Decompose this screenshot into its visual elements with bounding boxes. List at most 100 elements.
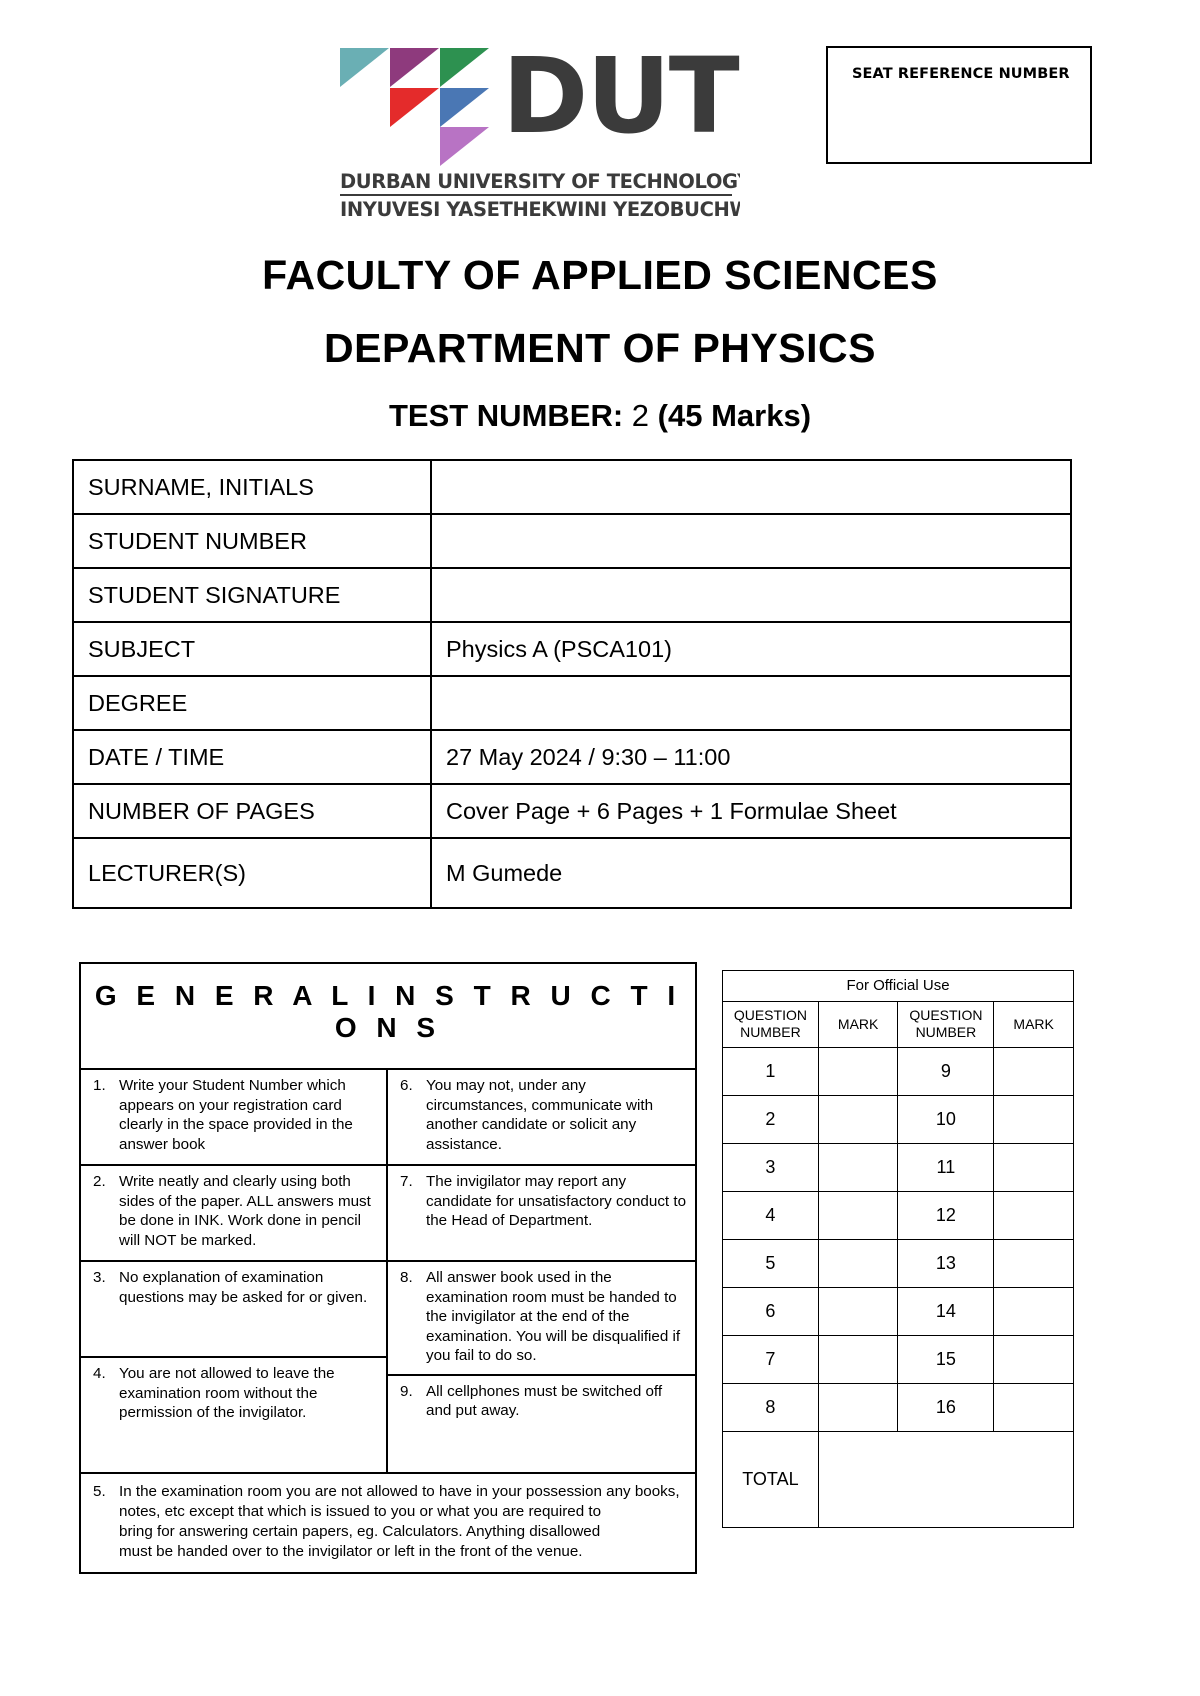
mark-cell[interactable] [817, 1143, 899, 1192]
table-row: LECTURER(S) M Gumede [72, 837, 1072, 909]
general-instructions-title: G E N E R A L I N S T R U C T I O N S [81, 964, 695, 1070]
instruction-text: Write your Student Number which appears … [119, 1077, 353, 1153]
triangle-blue-icon [440, 88, 489, 127]
detail-value-number-of-pages: Cover Page + 6 Pages + 1 Formulae Sheet [430, 783, 1072, 839]
instructions-column-right: 6. You may not, under any circumstances,… [388, 1070, 695, 1472]
mark-cell[interactable] [993, 1239, 1074, 1288]
table-row: 4 12 [722, 1191, 1074, 1240]
instruction-text: You are not allowed to leave the examina… [119, 1365, 335, 1421]
total-label: TOTAL [722, 1431, 819, 1528]
detail-value-student-signature[interactable] [430, 567, 1072, 623]
department-title: DEPARTMENT OF PHYSICS [324, 325, 876, 371]
detail-label-subject: SUBJECT [72, 621, 432, 677]
test-marks-value: (45 Marks) [657, 398, 812, 433]
instruction-text: The invigilator may report any candidate… [426, 1173, 687, 1229]
table-row-total: TOTAL [722, 1431, 1075, 1528]
question-number-cell: 8 [722, 1383, 819, 1432]
mark-cell[interactable] [817, 1287, 899, 1336]
triangle-purple-icon [390, 48, 439, 87]
table-row: STUDENT SIGNATURE [72, 567, 1072, 623]
list-item: 2. Write neatly and clearly using both s… [81, 1166, 386, 1262]
table-row: QUESTION NUMBER MARK QUESTION NUMBER MARK [722, 1001, 1074, 1048]
logo-subtitle-zulu: INYUVESI YASETHEKWINI YEZOBUCHWEPHESHE [340, 198, 740, 221]
table-row: 7 15 [722, 1335, 1074, 1384]
title-block: FACULTY OF APPLIED SCIENCES DEPARTMENT O… [0, 240, 1200, 434]
mark-cell[interactable] [817, 1335, 899, 1384]
instruction-text: All answer book used in the examination … [426, 1269, 681, 1364]
question-number-cell: 14 [897, 1287, 995, 1336]
logo-wordmark: DUT [502, 46, 740, 146]
table-row: NUMBER OF PAGES Cover Page + 6 Pages + 1… [72, 783, 1072, 839]
instruction-number: 5. [93, 1482, 106, 1500]
detail-value-surname[interactable] [430, 459, 1072, 515]
table-row: 3 11 [722, 1143, 1074, 1192]
detail-label-student-signature: STUDENT SIGNATURE [72, 567, 432, 623]
list-item: 1. Write your Student Number which appea… [81, 1070, 386, 1166]
list-item: 7. The invigilator may report any candid… [388, 1166, 695, 1262]
triangle-green-icon [440, 48, 489, 87]
test-number-label: TEST NUMBER: [388, 398, 624, 433]
seat-reference-number-box[interactable]: SEAT REFERENCE NUMBER [826, 46, 1092, 164]
mark-cell[interactable] [993, 1191, 1074, 1240]
mark-cell[interactable] [817, 1383, 899, 1432]
column-header-mark-left: MARK [817, 1001, 899, 1048]
detail-value-student-number[interactable] [430, 513, 1072, 569]
mark-cell[interactable] [817, 1239, 899, 1288]
official-use-table: For Official Use QUESTION NUMBER MARK QUE… [722, 970, 1075, 1528]
detail-label-degree: DEGREE [72, 675, 432, 731]
table-row: 8 16 [722, 1383, 1074, 1432]
mark-cell[interactable] [993, 1287, 1074, 1336]
table-row: SURNAME, INITIALS [72, 459, 1072, 515]
question-number-cell: 12 [897, 1191, 995, 1240]
list-item: 9. All cellphones must be switched off a… [388, 1376, 695, 1472]
table-row: For Official Use [722, 970, 1074, 1002]
triangle-teal-icon [340, 48, 389, 87]
instruction-number: 6. [400, 1077, 413, 1094]
faculty-title: FACULTY OF APPLIED SCIENCES [262, 252, 938, 298]
mark-cell[interactable] [993, 1143, 1074, 1192]
detail-label-student-number: STUDENT NUMBER [72, 513, 432, 569]
instruction-text: Write neatly and clearly using both side… [119, 1173, 371, 1249]
logo-divider [340, 194, 732, 196]
table-row: STUDENT NUMBER [72, 513, 1072, 569]
table-row: 2 10 [722, 1095, 1074, 1144]
list-item: 8. All answer book used in the examinati… [388, 1262, 695, 1376]
logo-triangle-grid [340, 48, 489, 166]
detail-value-degree[interactable] [430, 675, 1072, 731]
instruction-number: 9. [400, 1382, 413, 1400]
question-number-cell: 9 [897, 1047, 995, 1096]
instruction-text: No explanation of examination questions … [119, 1269, 368, 1306]
question-number-cell: 1 [722, 1047, 819, 1096]
question-number-cell: 15 [897, 1335, 995, 1384]
mark-cell[interactable] [993, 1095, 1074, 1144]
logo-top-row: DUT [340, 46, 740, 166]
question-number-cell: 4 [722, 1191, 819, 1240]
detail-label-number-of-pages: NUMBER OF PAGES [72, 783, 432, 839]
question-number-cell: 6 [722, 1287, 819, 1336]
detail-value-subject: Physics A (PSCA101) [430, 621, 1072, 677]
table-row: 5 13 [722, 1239, 1074, 1288]
instruction-text: All cellphones must be switched off and … [426, 1382, 663, 1420]
instructions-column-left: 1. Write your Student Number which appea… [81, 1070, 388, 1472]
dut-logo: DUT DURBAN UNIVERSITY OF TECHNOLOGY INYU… [340, 46, 740, 221]
list-item: 3. No explanation of examination questio… [81, 1262, 386, 1358]
general-instructions-columns: 1. Write your Student Number which appea… [81, 1070, 695, 1472]
instruction-number: 1. [93, 1077, 106, 1094]
mark-cell[interactable] [993, 1335, 1074, 1384]
detail-label-surname: SURNAME, INITIALS [72, 459, 432, 515]
mark-cell[interactable] [817, 1191, 899, 1240]
instruction-number: 2. [93, 1173, 106, 1190]
mark-cell[interactable] [993, 1383, 1074, 1432]
question-number-cell: 11 [897, 1143, 995, 1192]
column-header-question-number-right: QUESTION NUMBER [897, 1001, 995, 1048]
total-value[interactable] [817, 1431, 1075, 1528]
mark-cell[interactable] [993, 1047, 1074, 1096]
question-number-cell: 5 [722, 1239, 819, 1288]
question-number-cell: 13 [897, 1239, 995, 1288]
table-row: 6 14 [722, 1287, 1074, 1336]
list-item: 4. You are not allowed to leave the exam… [81, 1358, 386, 1454]
instruction-item-wide: 5. In the examination room you are not a… [81, 1471, 695, 1572]
question-number-cell: 10 [897, 1095, 995, 1144]
mark-cell[interactable] [817, 1047, 899, 1096]
mark-cell[interactable] [817, 1095, 899, 1144]
